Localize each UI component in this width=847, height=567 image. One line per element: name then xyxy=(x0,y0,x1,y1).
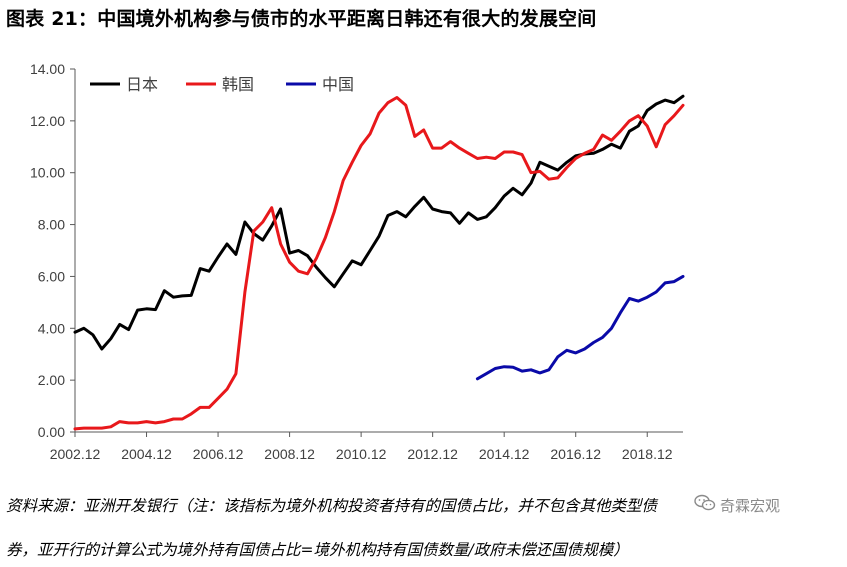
y-tick-label: 12.00 xyxy=(30,113,65,129)
y-tick-label: 0.00 xyxy=(38,424,65,440)
y-tick-label: 4.00 xyxy=(38,320,65,336)
series-line-1 xyxy=(73,94,685,351)
legend-label: 日本 xyxy=(126,75,158,94)
x-axis-tick-labels: 2002.12 2004.12 2006.12 2008.12 2010.12 2012.… xyxy=(50,446,673,462)
series-lines xyxy=(73,94,685,431)
x-tick-label: 2008.12 xyxy=(264,446,315,462)
x-tick-label: 2012.12 xyxy=(407,446,458,462)
y-tick-label: 2.00 xyxy=(38,372,65,388)
series-line-3 xyxy=(475,274,685,381)
y-tick-label: 14.00 xyxy=(30,61,65,77)
wechat-icon xyxy=(694,494,716,516)
x-tick-label: 2006.12 xyxy=(193,446,244,462)
legend-label: 中国 xyxy=(322,75,354,94)
x-tick-label: 2002.12 xyxy=(50,446,101,462)
x-tick-label: 2018.12 xyxy=(622,446,673,462)
source-note-line-1: 资料来源：亚洲开发银行（注：该指标为境外机构投资者持有的国债占比，并不包含其他类… xyxy=(6,497,658,515)
watermark: 奇霖宏观 xyxy=(694,494,780,516)
y-tick-label: 6.00 xyxy=(38,268,65,284)
y-tick-label: 8.00 xyxy=(38,217,65,233)
legend: 日本 韩国 中国 xyxy=(90,75,354,94)
y-axis-tick-labels: 0.00 2.00 4.00 6.00 8.00 10.00 12.00 14.00 xyxy=(30,61,65,440)
series-line-2 xyxy=(73,96,685,431)
source-note-line-2: 券，亚开行的计算公式为境外持有国债占比=境外机构持有国债数量/政府未偿还国债规模… xyxy=(6,541,629,559)
y-tick-label: 10.00 xyxy=(30,165,65,181)
x-tick-label: 2010.12 xyxy=(336,446,387,462)
x-tick-label: 2004.12 xyxy=(121,446,172,462)
chart-title: 图表 21：中国境外机构参与债市的水平距离日韩还有很大的发展空间 xyxy=(6,8,597,30)
line-chart: 0.00 2.00 4.00 6.00 8.00 10.00 12.00 14.00 2002… xyxy=(30,61,685,462)
legend-label: 韩国 xyxy=(222,75,254,94)
watermark-text: 奇霖宏观 xyxy=(720,496,781,515)
axes xyxy=(70,68,683,437)
x-tick-label: 2016.12 xyxy=(550,446,601,462)
x-tick-label: 2014.12 xyxy=(479,446,530,462)
